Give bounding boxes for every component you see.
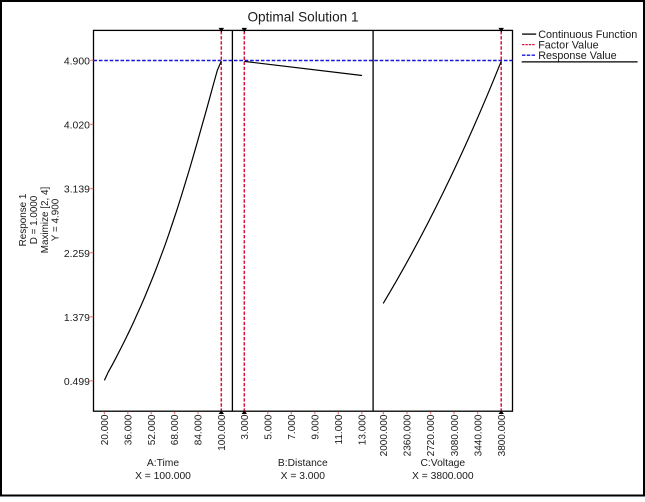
svg-text:13.000: 13.000 (357, 414, 368, 445)
svg-text:2360.000: 2360.000 (403, 414, 414, 456)
svg-text:3440.000: 3440.000 (473, 414, 484, 456)
svg-text:1.379: 1.379 (64, 313, 90, 324)
svg-text:3800.000: 3800.000 (497, 414, 508, 456)
svg-text:Factor Value: Factor Value (538, 39, 598, 51)
svg-text:20.000: 20.000 (100, 414, 111, 445)
svg-text:Response Value: Response Value (538, 50, 616, 62)
svg-text:3.139: 3.139 (64, 185, 90, 196)
svg-text:Y = 4.900: Y = 4.900 (51, 198, 62, 241)
svg-text:2.259: 2.259 (64, 249, 90, 260)
svg-text:84.000: 84.000 (194, 414, 205, 445)
svg-text:A:Time: A:Time (147, 458, 180, 469)
svg-text:X = 3800.000: X = 3800.000 (412, 471, 474, 482)
svg-text:3080.000: 3080.000 (450, 414, 461, 456)
svg-text:Optimal Solution 1: Optimal Solution 1 (247, 9, 358, 24)
svg-text:5.000: 5.000 (263, 414, 274, 439)
svg-text:Continuous Function: Continuous Function (538, 29, 637, 41)
svg-text:Response 1: Response 1 (18, 193, 29, 246)
svg-text:100.000: 100.000 (217, 414, 228, 451)
svg-text:B:Distance: B:Distance (278, 458, 328, 469)
svg-text:2000.000: 2000.000 (379, 414, 390, 456)
svg-text:D = 1.0000: D = 1.0000 (29, 195, 40, 244)
svg-text:4.900: 4.900 (64, 57, 90, 68)
svg-text:36.000: 36.000 (123, 414, 134, 445)
svg-text:68.000: 68.000 (170, 414, 181, 445)
svg-text:X = 3.000: X = 3.000 (281, 471, 326, 482)
svg-text:C:Voltage: C:Voltage (420, 458, 465, 469)
svg-text:9.000: 9.000 (310, 414, 321, 439)
svg-text:4.020: 4.020 (64, 121, 90, 132)
svg-text:7.000: 7.000 (287, 414, 298, 439)
svg-text:2720.000: 2720.000 (426, 414, 437, 456)
svg-text:3.000: 3.000 (240, 414, 251, 439)
svg-text:11.000: 11.000 (334, 414, 345, 444)
svg-text:Maximize [2, 4]: Maximize [2, 4] (40, 187, 51, 254)
svg-text:52.000: 52.000 (147, 414, 158, 445)
svg-text:X = 100.000: X = 100.000 (135, 471, 191, 482)
svg-text:0.499: 0.499 (64, 377, 90, 388)
